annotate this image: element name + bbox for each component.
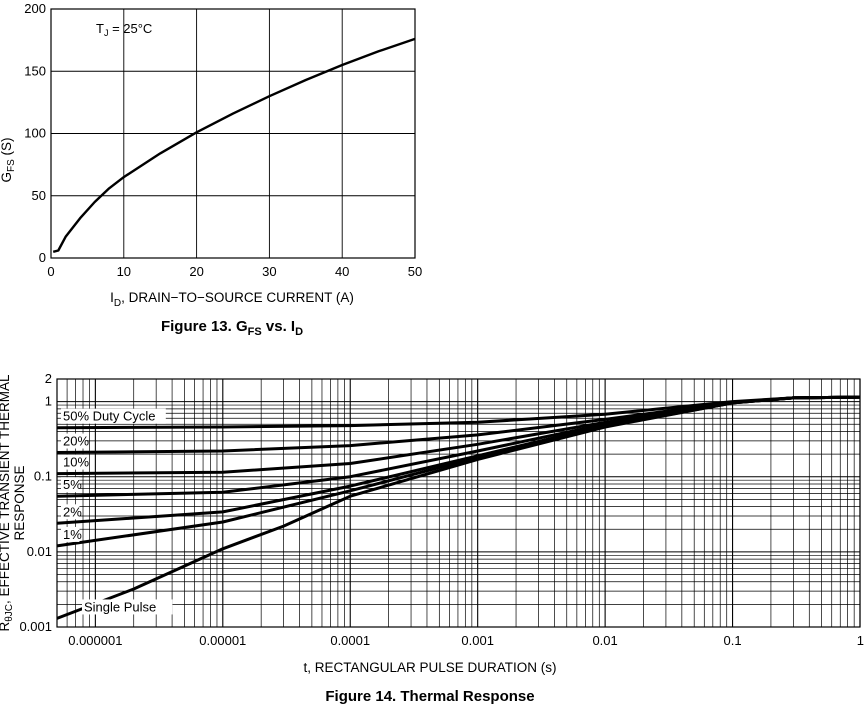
- figure-14-thermal-response: 0.000001 0.00001 0.0001 0.001 0.01 0.1 1 0.001 0…: [0, 371, 864, 705]
- thermal-series-labels: 50% Duty Cycle 20% 10% 5% 2% 1% Single Pulse: [61, 408, 173, 615]
- thermal-series-label-bg: [61, 477, 80, 493]
- gfs-x-tick-label: 10: [117, 264, 131, 279]
- thermal-curve: [56, 395, 861, 525]
- figure-14-caption: Figure 14. Thermal Response: [325, 688, 534, 705]
- thermal-y-axis-label: RθJC, EFFECTIVE TRANSIENT THERMAL: [0, 374, 15, 632]
- thermal-tick-labels: 0.000001 0.00001 0.0001 0.001 0.01 0.1 1 0.001 0…: [19, 371, 864, 648]
- thermal-y-tick-label: 0.001: [19, 619, 52, 634]
- thermal-x-tick-label: 0.01: [592, 633, 617, 648]
- thermal-y-tick-label: 2: [45, 371, 52, 386]
- gfs-y-tick-label: 0: [39, 250, 46, 265]
- thermal-series-label: 1%: [63, 527, 82, 542]
- gfs-y-tick-label: 150: [24, 63, 46, 78]
- thermal-curve: [56, 395, 861, 620]
- figure-13-gfs-vs-id: 0 10 20 30 40 50 0 50 100 150 200 TJ = 25°C GFS (S…: [0, 1, 422, 338]
- gfs-x-tick-label: 50: [408, 264, 422, 279]
- thermal-series: [56, 395, 861, 620]
- thermal-series-label-bg: [61, 526, 80, 542]
- thermal-x-tick-label: 1: [857, 633, 864, 648]
- thermal-grid: [56, 378, 861, 628]
- thermal-x-tick-label: 0.00001: [199, 633, 246, 648]
- figure-13-caption: Figure 13. GFS vs. ID: [161, 318, 303, 338]
- thermal-series-label-bg: [82, 599, 173, 615]
- thermal-curve: [56, 395, 861, 454]
- thermal-series-label: 5%: [63, 477, 82, 492]
- gfs-x-axis-label: ID, DRAIN−TO−SOURCE CURRENT (A): [110, 290, 354, 309]
- thermal-series-label: Single Pulse: [84, 599, 156, 614]
- gfs-x-tick-label: 40: [335, 264, 349, 279]
- thermal-y-tick-label: 1: [45, 394, 52, 409]
- thermal-x-axis-label: t, RECTANGULAR PULSE DURATION (s): [303, 660, 556, 675]
- thermal-series-label: 50% Duty Cycle: [63, 409, 155, 424]
- gfs-plot-frame: [50, 8, 416, 259]
- thermal-x-tick-label: 0.1: [724, 633, 742, 648]
- thermal-x-tick-label: 0.000001: [68, 633, 122, 648]
- thermal-series-label-bg: [61, 433, 87, 449]
- gfs-x-tick-label: 20: [189, 264, 203, 279]
- gfs-x-tick-label: 0: [47, 264, 54, 279]
- thermal-series-label: 10%: [63, 455, 89, 470]
- thermal-series-label-bg: [61, 504, 80, 520]
- thermal-y-tick-label: 0.01: [27, 544, 52, 559]
- gfs-tick-labels: 0 10 20 30 40 50 0 50 100 150 200: [24, 1, 422, 279]
- gfs-series: [52, 37, 416, 253]
- thermal-x-tick-label: 0.0001: [330, 633, 370, 648]
- thermal-series-label: 20%: [63, 434, 89, 449]
- thermal-series-label-bg: [61, 408, 166, 424]
- gfs-y-tick-label: 200: [24, 1, 46, 16]
- gfs-temperature-annotation: TJ = 25°C: [96, 21, 152, 38]
- gfs-grid: [50, 8, 416, 259]
- gfs-curve: [52, 37, 416, 253]
- gfs-x-tick-label: 30: [262, 264, 276, 279]
- thermal-series-label: 2%: [63, 504, 82, 519]
- thermal-x-tick-label: 0.001: [461, 633, 494, 648]
- gfs-y-axis-label: GFS (S): [0, 137, 17, 182]
- gfs-y-tick-label: 100: [24, 126, 46, 141]
- gfs-y-tick-label: 50: [32, 188, 46, 203]
- thermal-series-label-bg: [61, 454, 87, 470]
- thermal-plot-frame: [56, 378, 861, 628]
- thermal-y-axis-label-line2: RESPONSE: [12, 465, 27, 540]
- thermal-y-tick-label: 0.1: [34, 469, 52, 484]
